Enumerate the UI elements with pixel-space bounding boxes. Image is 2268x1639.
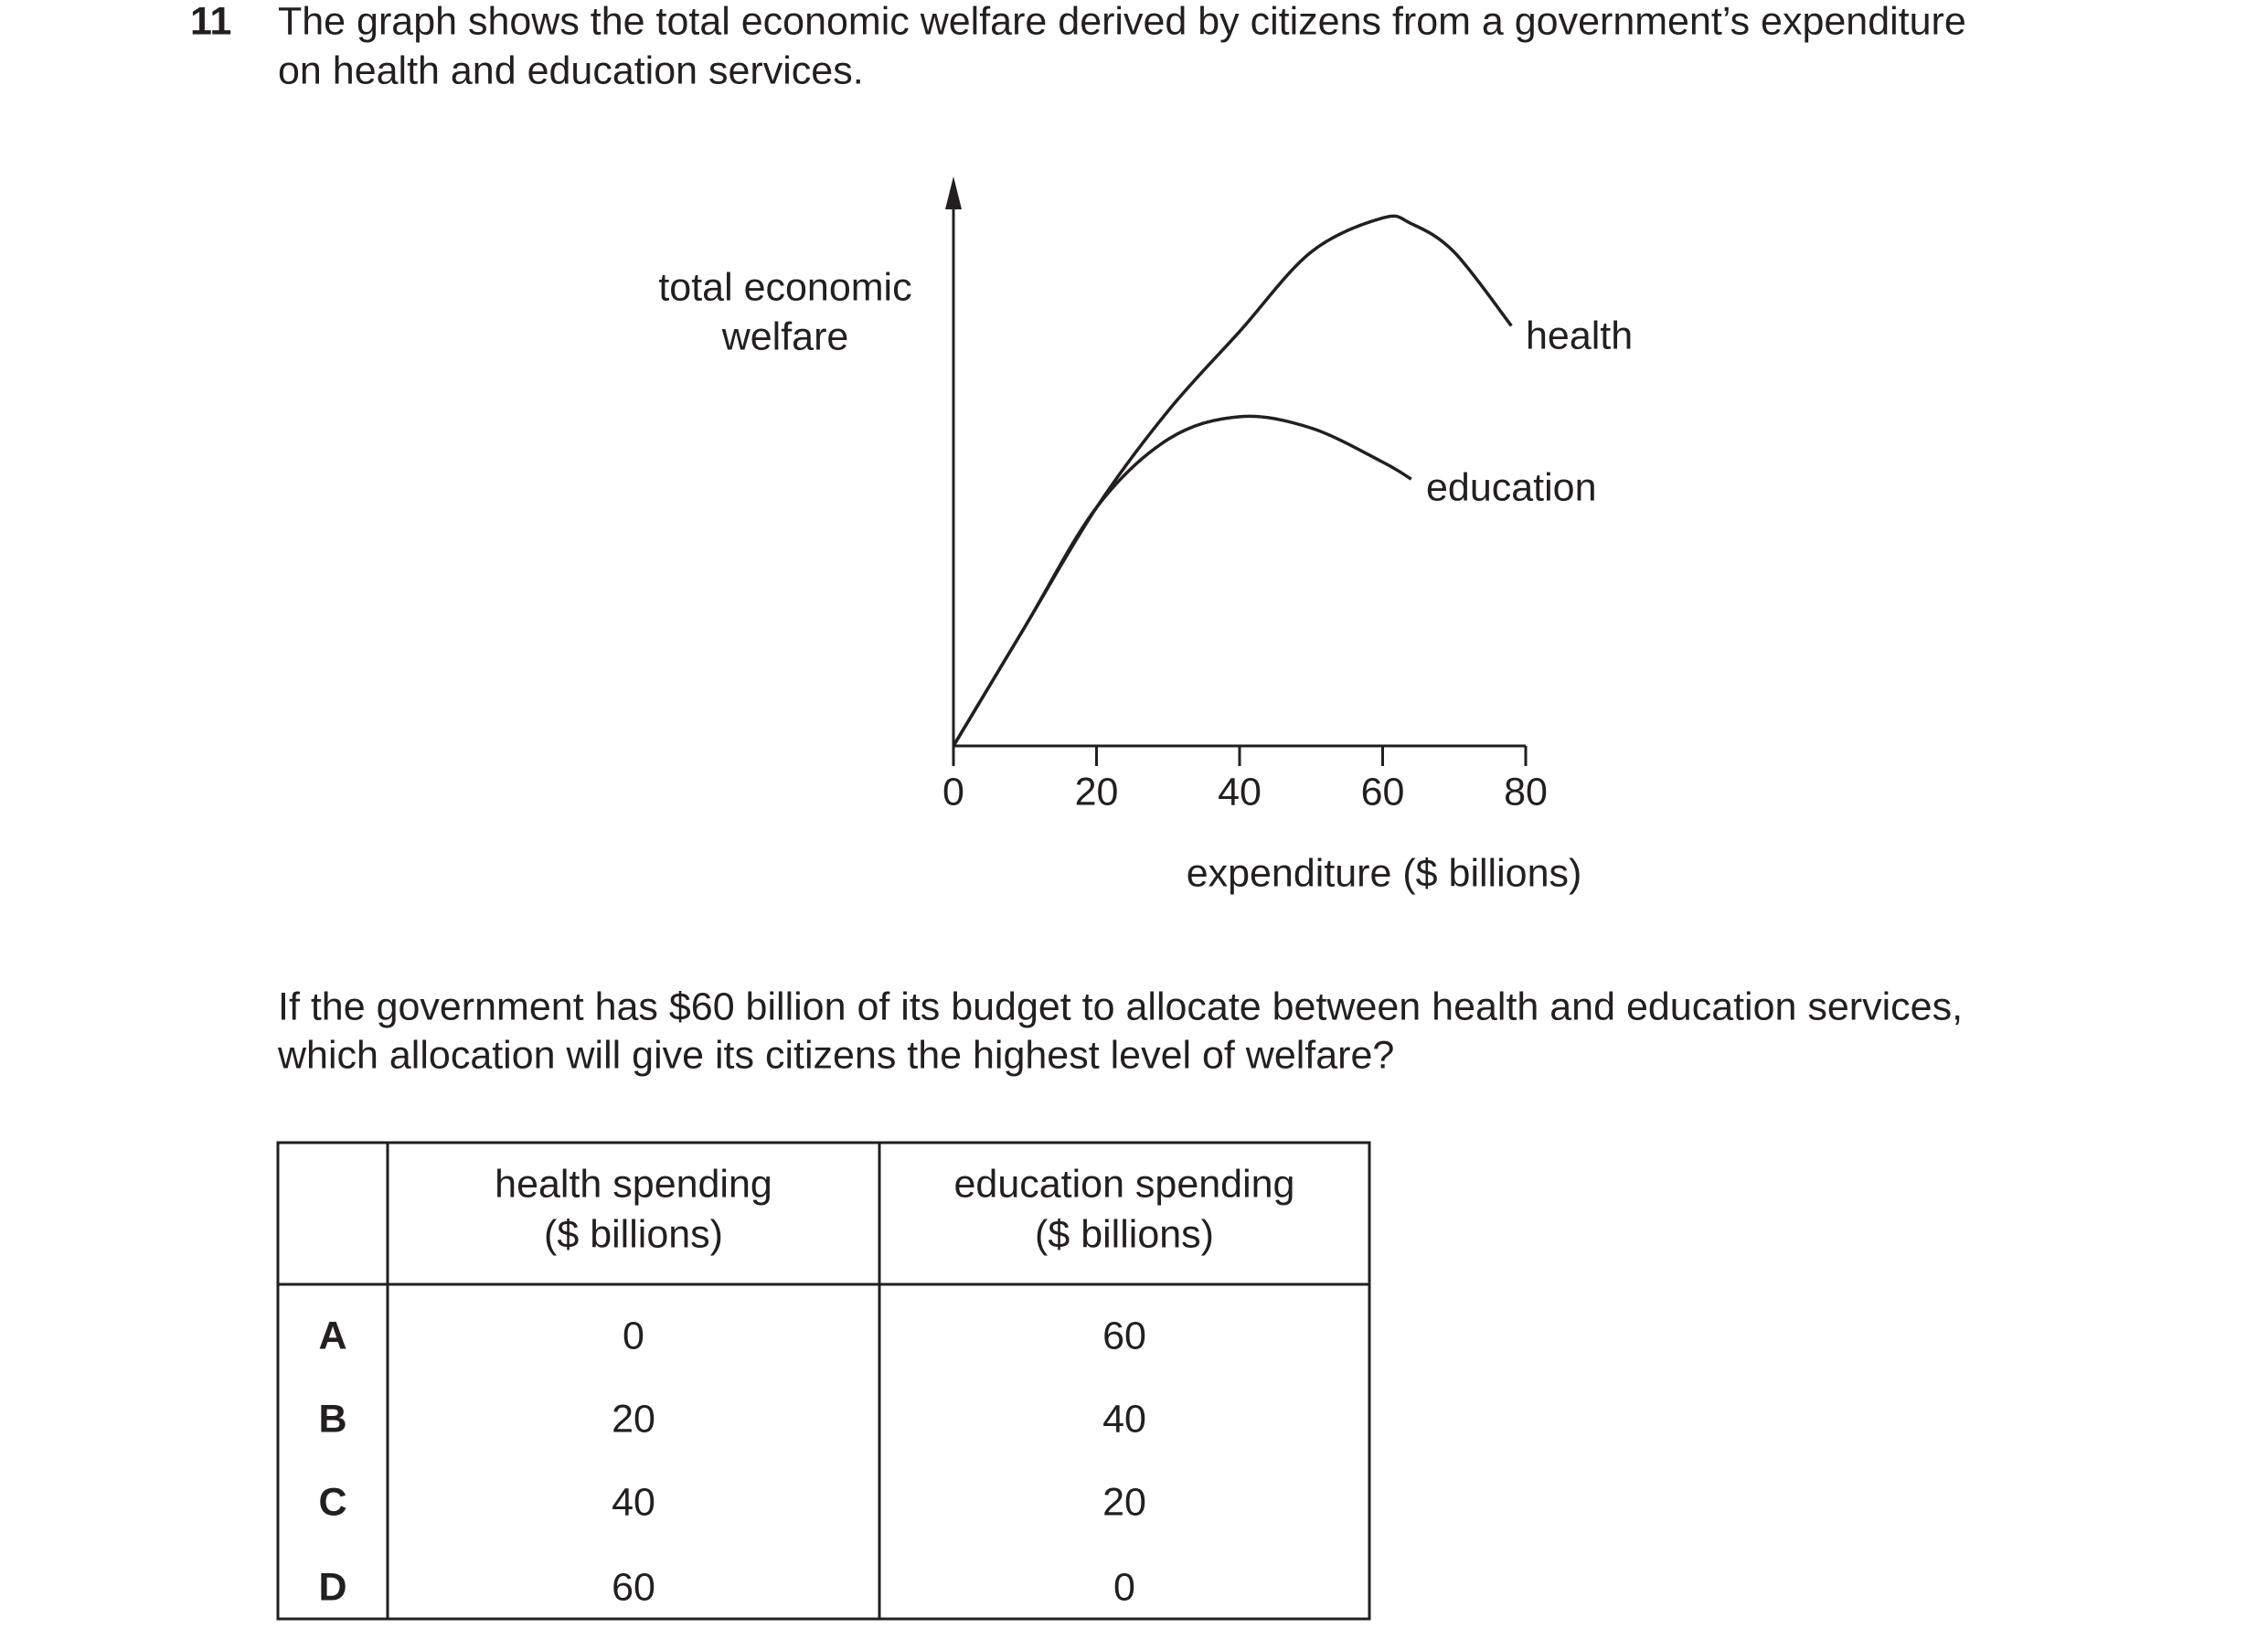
x-axis-label: expenditure ($ billions) [1187, 851, 1582, 895]
question-text: The graph shows the total economic welfa… [278, 0, 1966, 43]
table-cell: 40 [612, 1480, 655, 1524]
table-header: ($ billions) [544, 1212, 723, 1256]
table-cell: 20 [1102, 1480, 1146, 1524]
axis-arrow [945, 176, 962, 209]
prompt-text: If the government has $60 billion of its… [278, 984, 1963, 1028]
table-cell: 40 [1102, 1397, 1146, 1441]
table-header: ($ billions) [1035, 1212, 1214, 1256]
x-tick-label: 20 [1075, 770, 1119, 814]
table-cell: 0 [623, 1314, 644, 1357]
curve-label: education [1426, 465, 1597, 509]
question-text: on health and education services. [278, 48, 864, 92]
option-letter: B [318, 1397, 346, 1441]
table-header: health spending [495, 1162, 772, 1206]
option-letter: A [318, 1314, 346, 1357]
prompt-text: which allocation will give its citizens … [277, 1033, 1394, 1077]
x-tick-label: 60 [1361, 770, 1405, 814]
table-cell: 20 [612, 1397, 655, 1441]
x-tick-label: 80 [1504, 770, 1548, 814]
x-tick-label: 40 [1218, 770, 1262, 814]
table-cell: 0 [1113, 1565, 1135, 1609]
x-tick-label: 0 [942, 770, 964, 814]
curve-label: health [1526, 314, 1633, 357]
y-axis-label: total economic [658, 265, 911, 309]
table-cell: 60 [1102, 1314, 1146, 1357]
curve [952, 414, 1412, 747]
option-letter: D [318, 1565, 346, 1609]
y-axis-label: welfare [721, 314, 849, 358]
table-border [276, 1141, 1371, 1621]
table-cell: 60 [612, 1565, 655, 1609]
question-number: 11 [190, 0, 231, 43]
table-header: education spending [954, 1162, 1295, 1206]
option-letter: C [318, 1480, 346, 1524]
